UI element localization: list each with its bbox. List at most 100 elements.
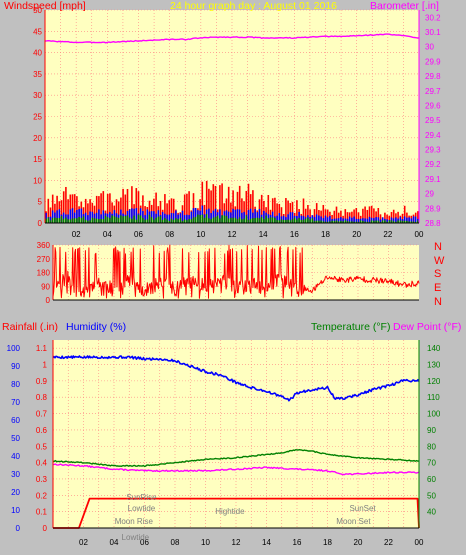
wind-y-tick-label: 0 xyxy=(38,219,43,228)
barometer-y-tick-label: 29.5 xyxy=(425,116,441,125)
wind-x-tick-label: 20 xyxy=(352,230,361,239)
wind-y-tick-label: 45 xyxy=(33,27,42,36)
rain-x-tick-label: 12 xyxy=(232,538,241,547)
wind-x-tick-label: 12 xyxy=(228,230,237,239)
wind-y-tick-label: 25 xyxy=(33,113,42,122)
tick-labels: 0510152025303540455028.828.92929.129.229… xyxy=(7,6,441,547)
barometer-y-tick-label: 29.8 xyxy=(425,72,441,81)
rain-x-tick-label: 20 xyxy=(354,538,363,547)
rainfall-axis-label: Rainfall (.in) xyxy=(2,321,58,333)
temperature-y-tick-label: 100 xyxy=(427,410,441,419)
direction-y-tick-label: 360 xyxy=(37,241,51,250)
rain-x-tick-label: 14 xyxy=(262,538,271,547)
temperature-y-tick-label: 140 xyxy=(427,344,441,353)
wind-x-tick-label: 00 xyxy=(415,230,424,239)
rain-y-tick-label: 0.7 xyxy=(36,410,48,419)
temperature-y-tick-label: 70 xyxy=(427,459,436,468)
rain-x-tick-label: 04 xyxy=(110,538,119,547)
wind-x-tick-label: 10 xyxy=(196,230,205,239)
direction-label-w: W xyxy=(434,255,445,267)
annotation-label: Lowtide xyxy=(122,533,150,542)
barometer-y-tick-label: 30.1 xyxy=(425,28,441,37)
humidity-axis-label: Humidity (%) xyxy=(66,321,126,333)
humidity-y-tick-label: 0 xyxy=(16,524,21,533)
wind-x-tick-label: 22 xyxy=(383,230,392,239)
rain-x-tick-label: 00 xyxy=(415,538,424,547)
rain-y-tick-label: 1.1 xyxy=(36,344,48,353)
dewpoint-line xyxy=(52,463,420,476)
barometer-y-tick-label: 29.3 xyxy=(425,146,441,155)
rain-y-tick-label: 0.1 xyxy=(36,508,48,517)
direction-label-n-top: N xyxy=(434,241,442,253)
wind-y-tick-label: 15 xyxy=(33,155,42,164)
barometer-y-tick-label: 29.2 xyxy=(425,160,441,169)
direction-y-tick-label: 180 xyxy=(37,269,51,278)
wind-x-tick-label: 02 xyxy=(72,230,81,239)
barometer-y-tick-label: 30 xyxy=(425,43,434,52)
rain-x-tick-label: 10 xyxy=(201,538,210,547)
humidity-line xyxy=(52,355,420,402)
windspeed-axis-label: Windspeed [mph] xyxy=(4,0,86,12)
wind-y-tick-label: 20 xyxy=(33,134,42,143)
wind-y-tick-label: 35 xyxy=(33,70,42,79)
wind-x-tick-label: 14 xyxy=(259,230,268,239)
barometer-y-tick-label: 29.6 xyxy=(425,101,441,110)
humidity-y-tick-label: 60 xyxy=(11,416,20,425)
humidity-y-tick-label: 20 xyxy=(11,488,20,497)
wind-direction-line xyxy=(52,244,420,299)
grid-lines xyxy=(45,9,419,529)
graph-title: 24 hour graph day : August 01 2016 xyxy=(170,0,337,12)
barometer-y-tick-label: 30.2 xyxy=(425,13,441,22)
humidity-y-tick-label: 100 xyxy=(7,344,21,353)
rain-x-tick-label: 08 xyxy=(171,538,180,547)
barometer-y-tick-label: 29.7 xyxy=(425,87,441,96)
rain-y-tick-label: 0 xyxy=(43,524,48,533)
barometer-y-tick-label: 29.4 xyxy=(425,131,441,140)
barometer-y-tick-label: 29.9 xyxy=(425,57,441,66)
rain-x-tick-label: 16 xyxy=(293,538,302,547)
rain-y-tick-label: 0.9 xyxy=(36,377,48,386)
rain-y-tick-label: 0.2 xyxy=(36,491,48,500)
rain-x-tick-label: 06 xyxy=(140,538,149,547)
direction-y-tick-label: 90 xyxy=(41,282,50,291)
wind-x-tick-label: 08 xyxy=(165,230,174,239)
rain-y-tick-label: 0.3 xyxy=(36,475,48,484)
temperature-y-tick-label: 50 xyxy=(427,491,436,500)
barometer-y-tick-label: 29 xyxy=(425,190,434,199)
tide-sun-moon-annotations: SunRise Lowtide Moon Rise Lowtide Hightide Su… xyxy=(115,493,377,542)
annotation-label: Lowtide xyxy=(128,504,156,513)
barometer-line xyxy=(44,33,420,44)
humidity-y-tick-label: 70 xyxy=(11,398,20,407)
wind-y-tick-label: 5 xyxy=(38,198,43,207)
series-lines xyxy=(44,33,420,529)
rainfall-line xyxy=(53,497,420,529)
humidity-y-tick-label: 90 xyxy=(11,362,20,371)
temperature-y-tick-label: 120 xyxy=(427,377,441,386)
wind-y-tick-label: 50 xyxy=(33,6,42,15)
barometer-y-tick-label: 28.8 xyxy=(425,219,441,228)
rain-x-tick-label: 02 xyxy=(79,538,88,547)
temperature-y-tick-label: 80 xyxy=(427,442,436,451)
annotation-label: SunSet xyxy=(349,504,376,513)
temperature-y-tick-label: 90 xyxy=(427,426,436,435)
temperature-y-tick-label: 60 xyxy=(427,475,436,484)
wind-x-tick-label: 04 xyxy=(103,230,112,239)
rain-x-tick-label: 22 xyxy=(384,538,393,547)
humidity-y-tick-label: 50 xyxy=(11,434,20,443)
wind-x-tick-label: 18 xyxy=(321,230,330,239)
humidity-y-tick-label: 10 xyxy=(11,506,20,515)
annotation-label: Hightide xyxy=(215,507,245,516)
wind-x-tick-label: 06 xyxy=(134,230,143,239)
rain-y-tick-label: 0.4 xyxy=(36,459,48,468)
temperature-line xyxy=(52,449,419,468)
annotation-label: SunRise xyxy=(126,493,157,502)
rain-y-tick-label: 1 xyxy=(43,361,48,370)
rain-y-tick-label: 0.5 xyxy=(36,442,48,451)
barometer-axis-label: Barometer [.in] xyxy=(370,0,439,12)
wind-y-tick-label: 40 xyxy=(33,49,42,58)
rain-y-tick-label: 0.8 xyxy=(36,393,48,402)
temperature-y-tick-label: 110 xyxy=(427,393,440,402)
rain-x-tick-label: 18 xyxy=(323,538,332,547)
humidity-y-tick-label: 30 xyxy=(11,470,20,479)
